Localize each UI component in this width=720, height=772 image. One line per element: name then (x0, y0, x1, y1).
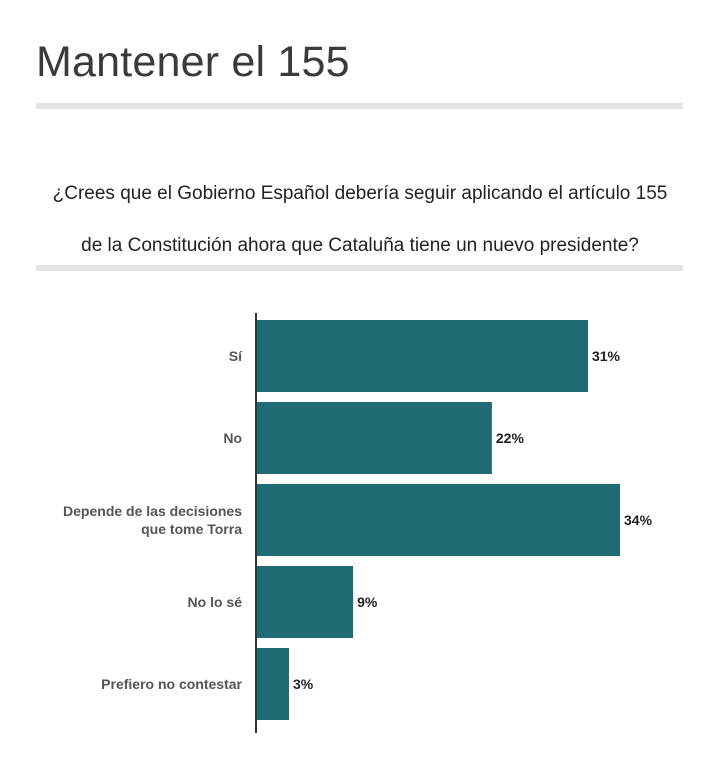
bar-chart: 31% Sí 22% No 34% Depende de las decisiones qu… (63, 313, 653, 733)
bar-3 (257, 566, 354, 638)
category-label-0-line-0: Sí (229, 348, 243, 364)
chart-title: Mantener el 155 (36, 38, 350, 86)
category-label-2-line-1: que tome Torra (141, 521, 242, 537)
bar-0 (257, 320, 588, 392)
question-line-1: ¿Crees que el Gobierno Español debería s… (52, 183, 668, 204)
category-label-2: Depende de las decisiones que tome Torra (63, 503, 242, 537)
category-label-0: Sí (229, 348, 243, 364)
bar-2 (257, 484, 620, 556)
value-label-2: 34% (624, 512, 653, 528)
category-label-3: No lo sé (188, 594, 243, 610)
bar-4 (257, 648, 290, 720)
bar-1 (257, 402, 492, 474)
question-divider (36, 265, 683, 271)
category-label-1: No (223, 430, 242, 446)
category-label-4-line-0: Prefiero no contestar (101, 676, 242, 692)
title-divider (36, 103, 683, 109)
category-label-1-line-0: No (223, 430, 242, 446)
value-label-0: 31% (592, 348, 621, 364)
category-label-2-line-0: Depende de las decisiones (63, 503, 242, 519)
category-label-3-line-0: No lo sé (188, 594, 243, 610)
value-label-4: 3% (293, 676, 314, 692)
value-label-3: 9% (357, 594, 378, 610)
survey-question: ¿Crees que el Gobierno Español debería s… (30, 168, 690, 272)
value-label-1: 22% (496, 430, 525, 446)
category-label-4: Prefiero no contestar (101, 676, 242, 692)
question-line-2: de la Constitución ahora que Cataluña ti… (81, 235, 639, 256)
